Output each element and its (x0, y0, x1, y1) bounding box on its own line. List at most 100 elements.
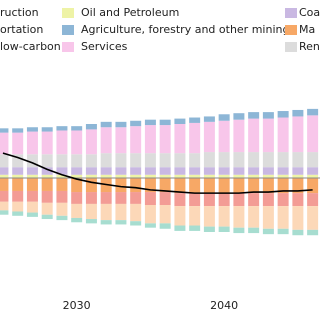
bar-segment (307, 115, 319, 153)
bar-segment (277, 178, 289, 194)
bar-segment (233, 152, 245, 168)
bar-segment (277, 111, 289, 118)
bar-segment (292, 167, 304, 175)
bar-segment (100, 174, 112, 178)
bar-segment (144, 153, 156, 168)
bar-segment (307, 193, 319, 207)
bar-segment (159, 174, 171, 178)
bar-segment (115, 167, 127, 175)
bar-segment (12, 178, 24, 191)
bar-segment (56, 154, 68, 168)
bar-segment (130, 221, 142, 226)
bar-segment (71, 203, 83, 218)
bar-segment (248, 167, 260, 175)
bar-segment (144, 192, 156, 205)
legend-swatch (62, 42, 74, 52)
bar-segment (233, 227, 245, 234)
bar-segment (115, 153, 127, 168)
bar-segment (248, 118, 260, 153)
bar-segment (174, 206, 186, 226)
bar-segment (189, 193, 201, 207)
bar-segment (0, 167, 9, 175)
bar-segment (71, 192, 83, 204)
bar-segment (174, 124, 186, 154)
bar-segment (130, 174, 142, 178)
bar-segment (71, 154, 83, 168)
bar-segment (26, 167, 38, 175)
bar-segment (130, 192, 142, 204)
bar-segment (130, 178, 142, 193)
bar-segment (115, 174, 127, 178)
legend-label: ortation (0, 23, 43, 36)
bar-segment (262, 206, 274, 229)
bar-segment (0, 178, 9, 191)
bar-segment (292, 229, 304, 236)
bar-segment (41, 127, 53, 132)
bar-segment (307, 178, 319, 194)
bar-segment (189, 153, 201, 168)
bar-segment (100, 220, 112, 225)
legend-label: Ren (299, 40, 320, 53)
bar-segment (12, 132, 24, 155)
bar-segment (85, 154, 97, 168)
bar-segment (26, 174, 38, 178)
bar-segment (56, 190, 68, 203)
bar-segment (248, 152, 260, 168)
bar-segment (100, 192, 112, 204)
x-tick-label: 2040 (210, 299, 238, 312)
bar-segment (277, 228, 289, 235)
bar-segment (12, 174, 24, 178)
bar-segment (85, 129, 97, 155)
bar-segment (0, 132, 9, 155)
bar-segment (26, 127, 38, 132)
bar-segment (159, 192, 171, 205)
bar-segment (248, 227, 260, 234)
bar-segment (189, 206, 201, 226)
bar-segment (41, 174, 53, 178)
bar-segment (12, 128, 24, 133)
bar-segment (233, 167, 245, 175)
bar-segment (159, 223, 171, 229)
bar-segment (41, 214, 53, 220)
bar-segment (41, 154, 53, 168)
bar-segment (41, 131, 53, 155)
bar-segment (307, 229, 319, 236)
bar-segment (71, 126, 83, 131)
bar-segment (144, 205, 156, 224)
bar-segment (85, 219, 97, 224)
bar-segment (189, 122, 201, 154)
legend-label: Services (81, 40, 128, 53)
bar-segment (174, 167, 186, 175)
bar-segment (277, 193, 289, 207)
bar-segment (85, 124, 97, 130)
bar-segment (56, 202, 68, 216)
bar-segment (26, 178, 38, 191)
bar-segment (26, 154, 38, 168)
bar-segment (71, 174, 83, 178)
legend-label: Ma (299, 23, 315, 36)
legend-label: Oil and Petroleum (81, 6, 179, 19)
bar-segment (218, 167, 230, 175)
bar-segment (262, 118, 274, 153)
bar-segment (233, 113, 245, 120)
bar-segment (115, 121, 127, 128)
bar-segment (159, 178, 171, 193)
legend-swatch (285, 8, 297, 18)
bar-segment (233, 193, 245, 207)
bar-segment (262, 112, 274, 119)
bar-segment (277, 152, 289, 168)
bar-segment (292, 178, 304, 194)
bar-segment (0, 210, 9, 215)
bar-segment (26, 190, 38, 202)
bar-segment (115, 127, 127, 154)
bar-segment (144, 167, 156, 175)
bar-segment (203, 178, 215, 194)
bar-segment (203, 121, 215, 153)
bar-segment (203, 167, 215, 175)
x-tick-label: 2030 (63, 299, 91, 312)
bar-segment (262, 193, 274, 207)
bar-segment (41, 178, 53, 191)
bar-segment (26, 201, 38, 213)
bar-segment (26, 212, 38, 217)
bar-segment (130, 120, 142, 127)
